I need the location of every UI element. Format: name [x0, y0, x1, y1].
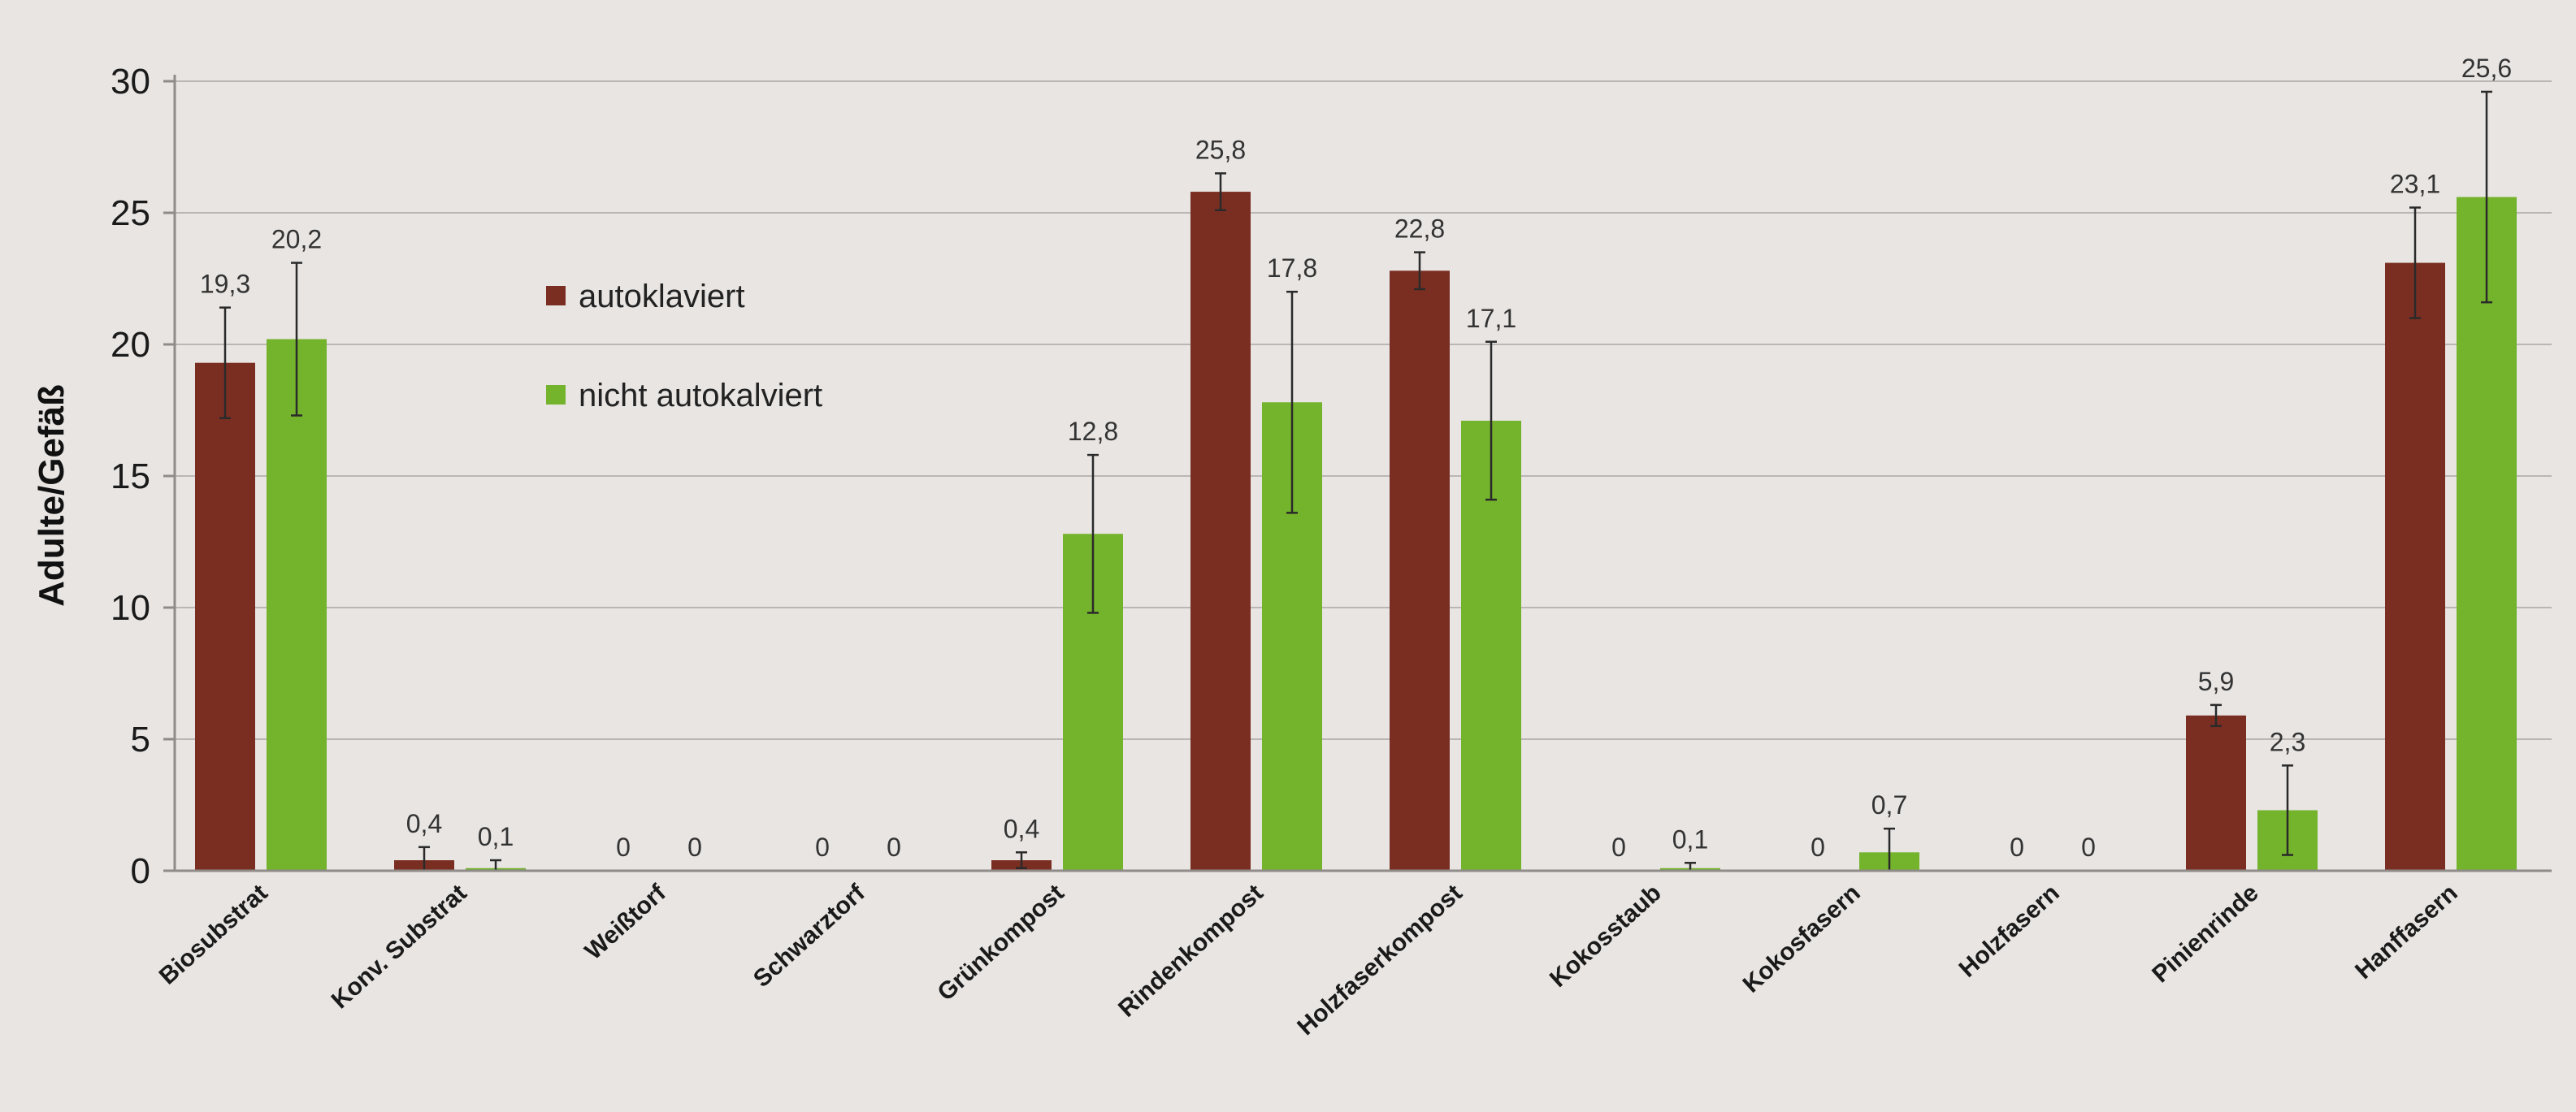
data-label: 5,9 — [2198, 667, 2234, 696]
y-tick-label: 20 — [111, 325, 150, 365]
bar-nicht-autoklaviert — [2457, 197, 2517, 871]
data-label: 0,4 — [1004, 814, 1039, 843]
data-label: 0,1 — [1672, 824, 1708, 854]
bar-nicht-autoklaviert — [267, 339, 327, 871]
bar-autoklaviert — [2186, 715, 2246, 871]
data-label: 0 — [815, 833, 830, 862]
y-tick-label: 5 — [131, 720, 150, 759]
data-label: 25,6 — [2461, 54, 2512, 83]
data-label: 0 — [2081, 833, 2096, 862]
bar-autoklaviert — [2385, 262, 2445, 871]
legend-swatch — [546, 385, 566, 405]
data-label: 17,1 — [1466, 304, 1516, 333]
data-label: 12,8 — [1068, 417, 1118, 446]
data-label: 0 — [1611, 833, 1626, 862]
data-label: 19,3 — [200, 270, 250, 299]
data-label: 0 — [616, 833, 631, 862]
data-label: 0 — [887, 833, 901, 862]
y-tick-label: 10 — [111, 588, 150, 628]
y-tick-label: 25 — [111, 193, 150, 233]
data-label: 23,1 — [2390, 170, 2440, 199]
data-label: 20,2 — [271, 225, 322, 254]
data-label: 0 — [687, 833, 702, 862]
y-tick-label: 15 — [111, 456, 150, 496]
data-label: 2,3 — [2270, 727, 2305, 756]
data-label: 0,4 — [406, 809, 442, 838]
bar-autoklaviert — [1190, 192, 1251, 871]
y-tick-label: 30 — [111, 62, 150, 102]
legend-swatch — [546, 286, 566, 305]
y-axis-title: Adulte/Gefäß — [32, 384, 72, 607]
data-label: 0 — [1811, 833, 1825, 862]
y-tick-label: 0 — [131, 851, 150, 891]
data-label: 0 — [2010, 833, 2024, 862]
bar-autoklaviert — [1390, 270, 1450, 871]
legend-label: nicht autokalviert — [579, 378, 822, 413]
data-label: 25,8 — [1195, 135, 1246, 164]
data-label: 0,7 — [1871, 790, 1907, 820]
data-label: 22,8 — [1394, 214, 1445, 244]
data-label: 17,8 — [1267, 253, 1317, 283]
legend-label: autoklaviert — [579, 279, 745, 314]
bar-autoklaviert — [195, 362, 255, 871]
data-label: 0,1 — [478, 822, 514, 851]
